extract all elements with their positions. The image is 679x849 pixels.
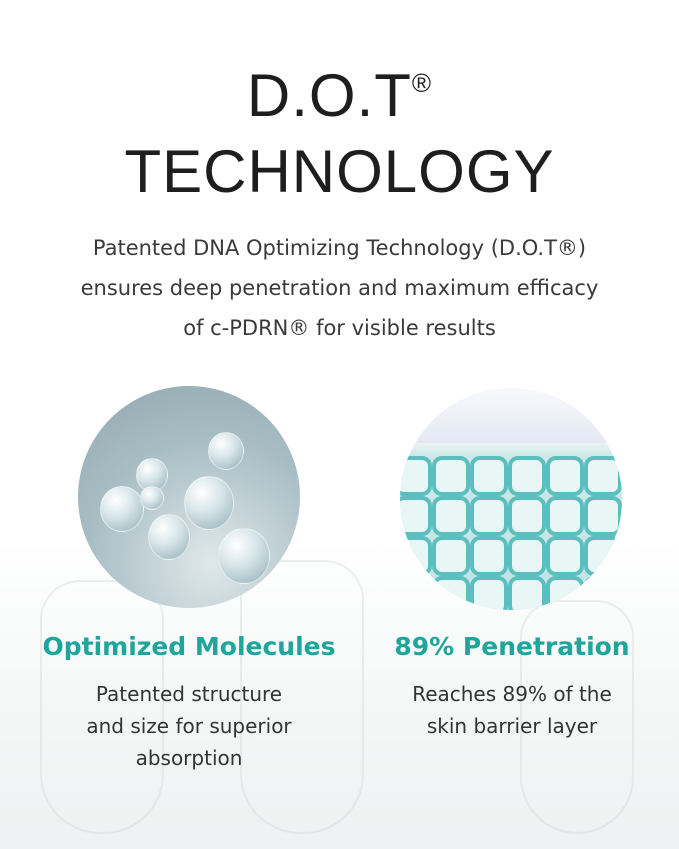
intro-text: Patented DNA Optimizing Technology (D.O.… bbox=[80, 236, 599, 340]
skin-cell bbox=[400, 456, 432, 496]
skin-cell bbox=[546, 456, 584, 496]
skin-cell bbox=[508, 536, 546, 576]
skin-cell bbox=[400, 576, 432, 610]
skin-cell bbox=[546, 496, 584, 536]
skin-cell bbox=[546, 536, 584, 576]
skin-cell bbox=[584, 536, 622, 576]
feature-description-optimized-molecules: Patented structure and size for superior a… bbox=[86, 682, 292, 770]
page-title-line2: TECHNOLOGY bbox=[124, 138, 555, 205]
feature-heading-optimized-molecules: Optimized Molecules bbox=[42, 632, 336, 661]
skin-cell bbox=[584, 456, 622, 496]
skin-cell bbox=[432, 576, 470, 610]
skin-cell bbox=[470, 496, 508, 536]
skin-cell bbox=[470, 576, 508, 610]
skin-cell bbox=[508, 456, 546, 496]
skin-cell bbox=[546, 576, 584, 610]
skin-cell bbox=[508, 576, 546, 610]
skin-cell bbox=[400, 496, 432, 536]
skin-cell bbox=[432, 456, 470, 496]
skin-cell bbox=[584, 576, 622, 610]
skin-cell bbox=[508, 496, 546, 536]
skin-cell bbox=[432, 496, 470, 536]
molecule-image bbox=[78, 386, 300, 608]
feature-heading-penetration: 89% Penetration bbox=[394, 632, 630, 661]
skin-cell bbox=[584, 496, 622, 536]
skin-cell bbox=[470, 456, 508, 496]
feature-description-penetration: Reaches 89% of the skin barrier layer bbox=[412, 682, 612, 738]
skin-cell-grid-image bbox=[400, 388, 622, 610]
skin-cell bbox=[470, 536, 508, 576]
skin-cell bbox=[400, 536, 432, 576]
skin-cell bbox=[432, 536, 470, 576]
page-title-line1: D.O.T® bbox=[246, 62, 433, 129]
